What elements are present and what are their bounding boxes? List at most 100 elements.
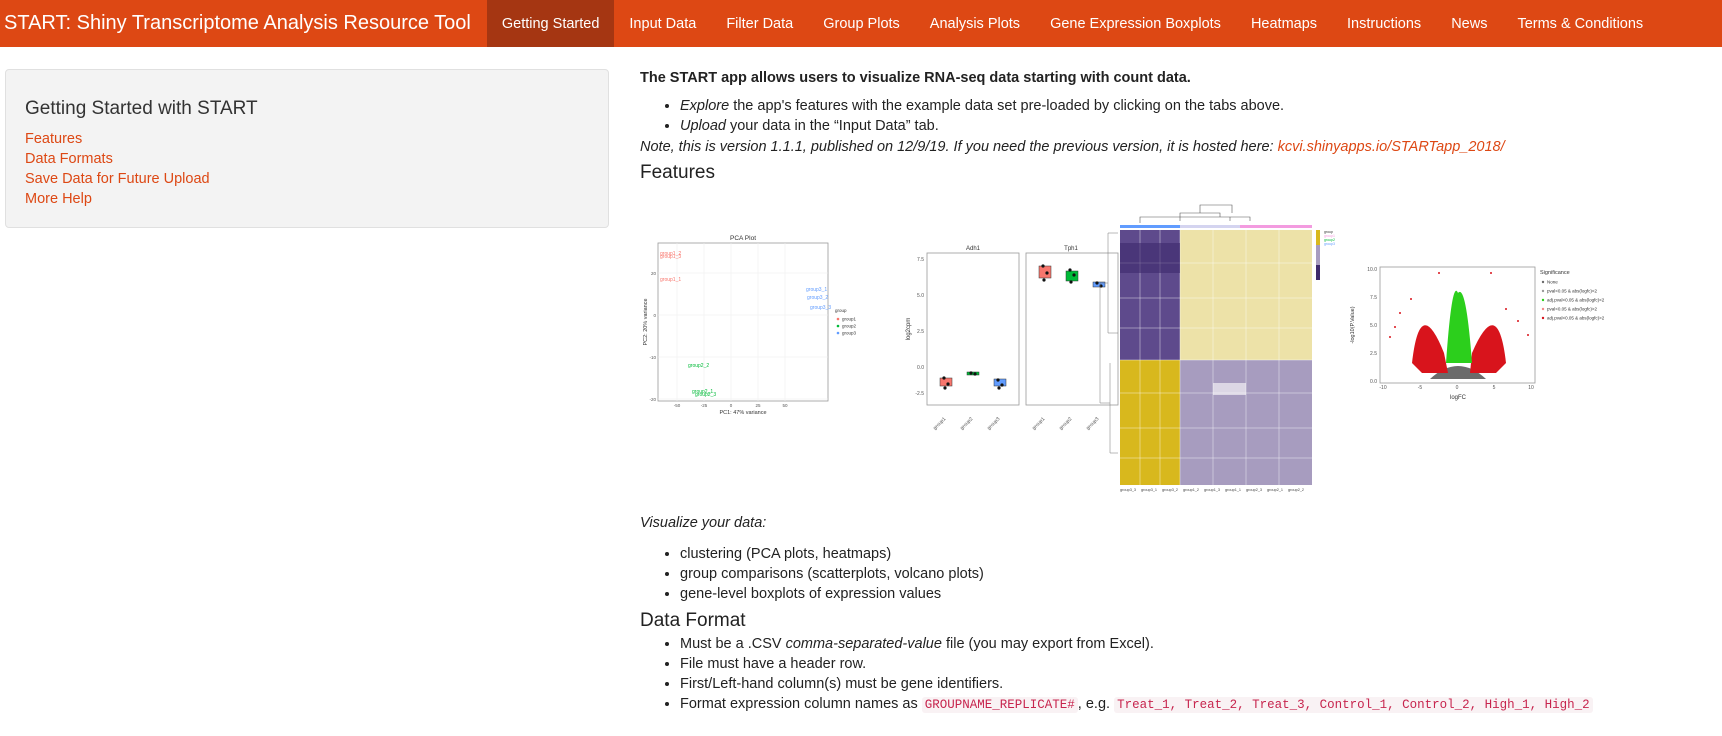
previous-version-link[interactable]: kcvi.shinyapps.io/STARTapp_2018/ bbox=[1277, 139, 1505, 155]
box-group2-adh1 bbox=[966, 371, 980, 376]
box-group3-tph1 bbox=[1092, 281, 1106, 288]
pca-xtick: 0 bbox=[730, 403, 733, 408]
list-item: clustering (PCA plots, heatmaps) bbox=[680, 544, 1720, 564]
pca-point-label: group3_1 bbox=[806, 287, 827, 293]
heatmap-col-label: group2_1 bbox=[1267, 488, 1283, 492]
list-text: First/Left-hand column(s) must be gene i… bbox=[680, 676, 1004, 692]
list-text: , e.g. bbox=[1077, 696, 1115, 712]
volcano-xtick: 5 bbox=[1493, 385, 1496, 391]
tab-instructions[interactable]: Instructions bbox=[1347, 15, 1422, 32]
pca-xlabel: PC1: 47% variance bbox=[719, 410, 766, 416]
sidebar-panel: Getting Started with START Features Data… bbox=[5, 69, 609, 228]
pca-point-label: group1_2 bbox=[660, 251, 681, 257]
volcano-legend-title: Significance bbox=[1540, 270, 1570, 276]
features-image: PCA Plot PC1: 47% variance PC2: 20% vari… bbox=[643, 204, 1605, 492]
boxplot-xtick: group1 bbox=[932, 416, 947, 431]
list-item: gene-level boxplots of expression values bbox=[680, 584, 1720, 604]
volcano-legend-item: adj.pval<0.05 & abs(logfc)<2 bbox=[1547, 298, 1605, 303]
tab-group-plots[interactable]: Group Plots bbox=[823, 15, 900, 32]
list-item: Format expression column names as GROUPN… bbox=[680, 694, 1720, 715]
heatmap-legend-item: group3 bbox=[1324, 242, 1335, 246]
pca-legend-item: group3 bbox=[842, 331, 857, 336]
heatmap-legend-title: group bbox=[1324, 230, 1333, 234]
boxplot-xtick: group2 bbox=[959, 416, 974, 431]
heatmap-legend-item: group2 bbox=[1324, 238, 1335, 242]
pca-xtick: 50 bbox=[782, 403, 788, 408]
boxplot-xtick: group3 bbox=[1085, 416, 1100, 431]
boxplot-ylabel: log2cpm bbox=[906, 318, 912, 341]
emphasis-text: comma-separated-value bbox=[785, 636, 942, 652]
heatmap-color-scale bbox=[1316, 230, 1320, 245]
list-item: Must be a .CSV comma-separated-value fil… bbox=[680, 634, 1720, 654]
pca-ytick: 0 bbox=[653, 313, 656, 318]
app-title[interactable]: START: Shiny Transcriptome Analysis Reso… bbox=[4, 12, 471, 34]
heatmap-col-label: group3_1 bbox=[1141, 488, 1157, 492]
legend-swatch bbox=[1541, 298, 1545, 302]
pca-ytick: -10 bbox=[649, 355, 656, 360]
legend-swatch bbox=[836, 331, 840, 335]
sidebar-link-features[interactable]: Features bbox=[25, 131, 83, 147]
heatmap-color-scale bbox=[1316, 230, 1320, 280]
volcano-xtick: 10 bbox=[1528, 385, 1534, 391]
boxplot-points bbox=[942, 264, 1103, 390]
list-text: File must have a header row. bbox=[680, 656, 867, 672]
tab-getting-started[interactable]: Getting Started bbox=[486, 0, 615, 47]
pca-xtick: -25 bbox=[701, 403, 708, 408]
sidebar-link-save-data[interactable]: Save Data for Future Upload bbox=[25, 171, 210, 187]
emphasis-text: Upload bbox=[680, 118, 726, 134]
pca-point-label: group1_3 bbox=[660, 254, 681, 260]
heatmap-left-dendrogram bbox=[1099, 232, 1118, 454]
box-group1-tph1 bbox=[1038, 265, 1052, 279]
tab-gene-expression-boxplots[interactable]: Gene Expression Boxplots bbox=[1050, 15, 1221, 32]
volcano-ytick: 7.5 bbox=[1370, 295, 1377, 301]
sidebar-link-more-help[interactable]: More Help bbox=[25, 191, 92, 207]
sidebar-link-data-formats[interactable]: Data Formats bbox=[25, 151, 113, 167]
pca-point-label: group3_3 bbox=[810, 305, 831, 311]
legend-swatch bbox=[1541, 316, 1545, 320]
tab-heatmaps[interactable]: Heatmaps bbox=[1250, 15, 1318, 32]
list-text: your data in the “Input Data” tab. bbox=[725, 118, 939, 134]
pca-ytick: 20 bbox=[651, 271, 657, 276]
pca-ylabel: PC2: 20% variance bbox=[643, 298, 649, 345]
heatmap-plot: group group1 group2 group3 group3_3 grou… bbox=[1099, 204, 1335, 492]
data-format-heading: Data Format bbox=[640, 610, 746, 631]
tab-news[interactable]: News bbox=[1451, 15, 1488, 32]
list-item: Explore the app's features with the exam… bbox=[680, 96, 1720, 116]
visualize-list: clustering (PCA plots, heatmaps) group c… bbox=[640, 544, 1720, 604]
heatmap-col-label: group3_3 bbox=[1120, 488, 1136, 492]
volcano-sig-cloud-left bbox=[1412, 325, 1448, 373]
list-item: Upload your data in the “Input Data” tab… bbox=[680, 116, 1720, 136]
code-snippet: GROUPNAME_REPLICATE# bbox=[921, 697, 1078, 713]
volcano-plot: logFC -log10(P.Value) -10 -5 0 5 10 10.0… bbox=[1350, 266, 1605, 401]
volcano-green-cloud bbox=[1446, 290, 1472, 363]
visualize-label: Visualize your data: bbox=[640, 515, 767, 531]
volcano-ytick: 5.0 bbox=[1370, 323, 1377, 329]
sidebar-title: Getting Started with START bbox=[25, 98, 258, 119]
boxplot-xtick: group2 bbox=[1058, 416, 1073, 431]
list-text: the app's features with the example data… bbox=[729, 98, 1285, 114]
boxplot-ytick: 0.0 bbox=[917, 365, 924, 371]
boxplot-ytick: 5.0 bbox=[917, 293, 924, 299]
heatmap-col-label: group1_1 bbox=[1225, 488, 1241, 492]
legend-swatch bbox=[1541, 307, 1545, 311]
volcano-ytick: 0.0 bbox=[1370, 379, 1377, 385]
lower-section: clustering (PCA plots, heatmaps) group c… bbox=[640, 544, 1720, 715]
tab-input-data[interactable]: Input Data bbox=[629, 15, 697, 32]
pca-xtick: -50 bbox=[674, 403, 681, 408]
heatmap-annotation-group3 bbox=[1120, 225, 1180, 228]
heatmap-top-dendrogram bbox=[1139, 204, 1251, 223]
format-list: Must be a .CSV comma-separated-value fil… bbox=[640, 634, 1720, 715]
list-item: First/Left-hand column(s) must be gene i… bbox=[680, 674, 1720, 694]
tab-filter-data[interactable]: Filter Data bbox=[726, 15, 794, 32]
heatmap-col-label: group2_3 bbox=[1246, 488, 1262, 492]
tab-analysis-plots[interactable]: Analysis Plots bbox=[929, 15, 1021, 32]
gene-boxplot: Adh1 Tph1 log2cpm 7.5 5.0 2.5 0.0 -2.5 bbox=[906, 246, 1119, 431]
heatmap-col-label: group1_2 bbox=[1183, 488, 1199, 492]
legend-swatch bbox=[1541, 280, 1545, 284]
pca-ytick: -20 bbox=[649, 397, 656, 402]
volcano-xtick: 0 bbox=[1456, 385, 1459, 391]
tab-terms[interactable]: Terms & Conditions bbox=[1517, 15, 1644, 32]
pca-point-label: group3_2 bbox=[807, 295, 828, 301]
features-figure: PCA Plot PC1: 47% variance PC2: 20% vari… bbox=[640, 203, 1720, 563]
heatmap-col-label: group1_3 bbox=[1204, 488, 1220, 492]
